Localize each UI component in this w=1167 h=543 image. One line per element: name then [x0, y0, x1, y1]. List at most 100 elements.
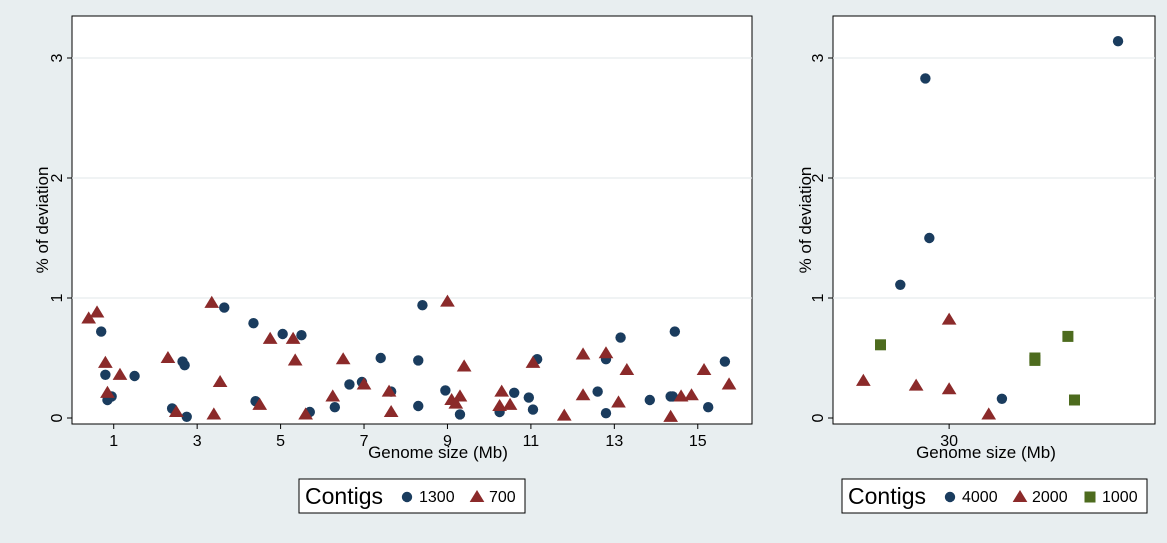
series-700	[81, 294, 737, 422]
legend-label-700: 700	[489, 489, 516, 506]
data-point-700	[448, 396, 464, 409]
data-point-700	[492, 399, 507, 412]
data-point-700	[100, 385, 115, 398]
data-point-1300	[129, 370, 140, 382]
y-tick-label: 3	[49, 53, 66, 62]
data-point-1300	[592, 386, 603, 397]
x-axis-title: Genome size (Mb)	[916, 443, 1056, 462]
data-point-1300	[440, 385, 451, 396]
data-point-2000	[941, 382, 957, 395]
data-point-1300	[454, 409, 466, 420]
data-point-700	[598, 346, 614, 359]
data-point-700	[81, 311, 97, 324]
data-point-700	[456, 359, 472, 372]
legend-box	[841, 478, 1148, 514]
data-point-700	[204, 295, 220, 308]
y-tick-label: 1	[49, 293, 66, 302]
y-axis-title: % of deviation	[796, 167, 815, 274]
plot-area	[71, 15, 753, 425]
data-point-1300	[96, 326, 107, 337]
x-tick-label: 11	[523, 433, 540, 450]
data-point-1300	[527, 404, 539, 415]
data-point-4000	[1112, 36, 1124, 47]
x-tick-label: 7	[360, 433, 369, 450]
data-point-2000	[941, 312, 957, 325]
legend: Contigs 1300 700	[298, 478, 526, 514]
data-point-2000	[908, 378, 924, 391]
legend-marker-4000	[944, 491, 956, 503]
data-point-2000	[981, 407, 997, 420]
data-point-700	[89, 305, 105, 318]
data-point-1300	[644, 394, 655, 406]
data-point-1300	[344, 379, 355, 390]
legend-marker-2000	[1012, 490, 1028, 503]
data-point-1300	[417, 300, 428, 311]
data-point-700	[619, 363, 635, 376]
data-point-1000	[1069, 394, 1080, 406]
data-point-700	[285, 331, 301, 344]
data-point-1300	[100, 369, 111, 380]
legend-marker-700	[469, 490, 485, 503]
series-4000	[895, 36, 1124, 404]
data-point-700	[575, 388, 591, 401]
data-point-700	[252, 397, 268, 410]
data-point-700	[168, 405, 184, 418]
data-point-1300	[181, 411, 192, 422]
data-point-1300	[523, 392, 535, 403]
data-point-700	[663, 409, 679, 422]
legend-label-1300: 1300	[419, 489, 455, 506]
data-point-1300	[702, 402, 714, 413]
legend-label-4000: 4000	[962, 489, 998, 506]
data-point-700	[325, 389, 341, 402]
data-point-700	[383, 405, 399, 418]
plot-area	[832, 15, 1156, 425]
y-tick-label: 0	[49, 413, 66, 422]
y-tick-label: 2	[49, 173, 66, 182]
data-point-4000	[924, 232, 935, 244]
data-point-700	[452, 389, 468, 402]
legend-label-2000: 2000	[1032, 489, 1068, 506]
legend-title: Contigs	[305, 483, 383, 509]
data-point-700	[684, 388, 699, 401]
x-tick-label: 5	[276, 433, 285, 450]
data-point-1300	[277, 328, 288, 340]
data-point-700	[298, 407, 313, 420]
data-point-700	[556, 408, 572, 421]
data-point-1000	[1062, 330, 1074, 342]
data-point-700	[673, 389, 689, 402]
y-axis-title: % of deviation	[33, 167, 52, 274]
data-point-1300	[248, 318, 259, 329]
legend-marker-1000	[1084, 491, 1096, 503]
data-point-1300	[375, 352, 386, 364]
data-point-700	[262, 331, 278, 344]
data-point-700	[160, 351, 176, 364]
data-point-4000	[996, 393, 1008, 404]
y-tick-label: 1	[810, 293, 827, 302]
data-point-700	[502, 397, 518, 410]
x-tick-label: 30	[940, 433, 958, 450]
data-point-1300	[719, 356, 731, 367]
data-point-700	[112, 367, 128, 380]
legend-marker-1300	[401, 491, 413, 503]
data-point-1300	[600, 408, 612, 419]
data-point-700	[212, 375, 228, 388]
x-tick-label: 1	[109, 433, 118, 450]
data-point-700	[611, 395, 626, 408]
y-tick-label: 2	[810, 173, 827, 182]
legend: Contigs 4000 2000 1000	[841, 478, 1148, 514]
data-point-1300	[615, 332, 626, 343]
data-point-700	[696, 363, 712, 376]
x-axis-title: Genome size (Mb)	[368, 443, 508, 462]
data-point-700	[494, 384, 510, 397]
data-point-700	[381, 384, 397, 397]
data-point-700	[575, 347, 591, 360]
right-chart: 0 1 2 3 30 % of deviation Genome size (Mb) Cont…	[796, 15, 1156, 514]
data-point-1300	[509, 387, 520, 398]
x-tick-label: 9	[443, 433, 452, 450]
y-tick-label: 0	[810, 413, 827, 422]
legend-title: Contigs	[848, 483, 926, 509]
data-point-4000	[895, 279, 906, 290]
data-point-1300	[669, 326, 681, 337]
